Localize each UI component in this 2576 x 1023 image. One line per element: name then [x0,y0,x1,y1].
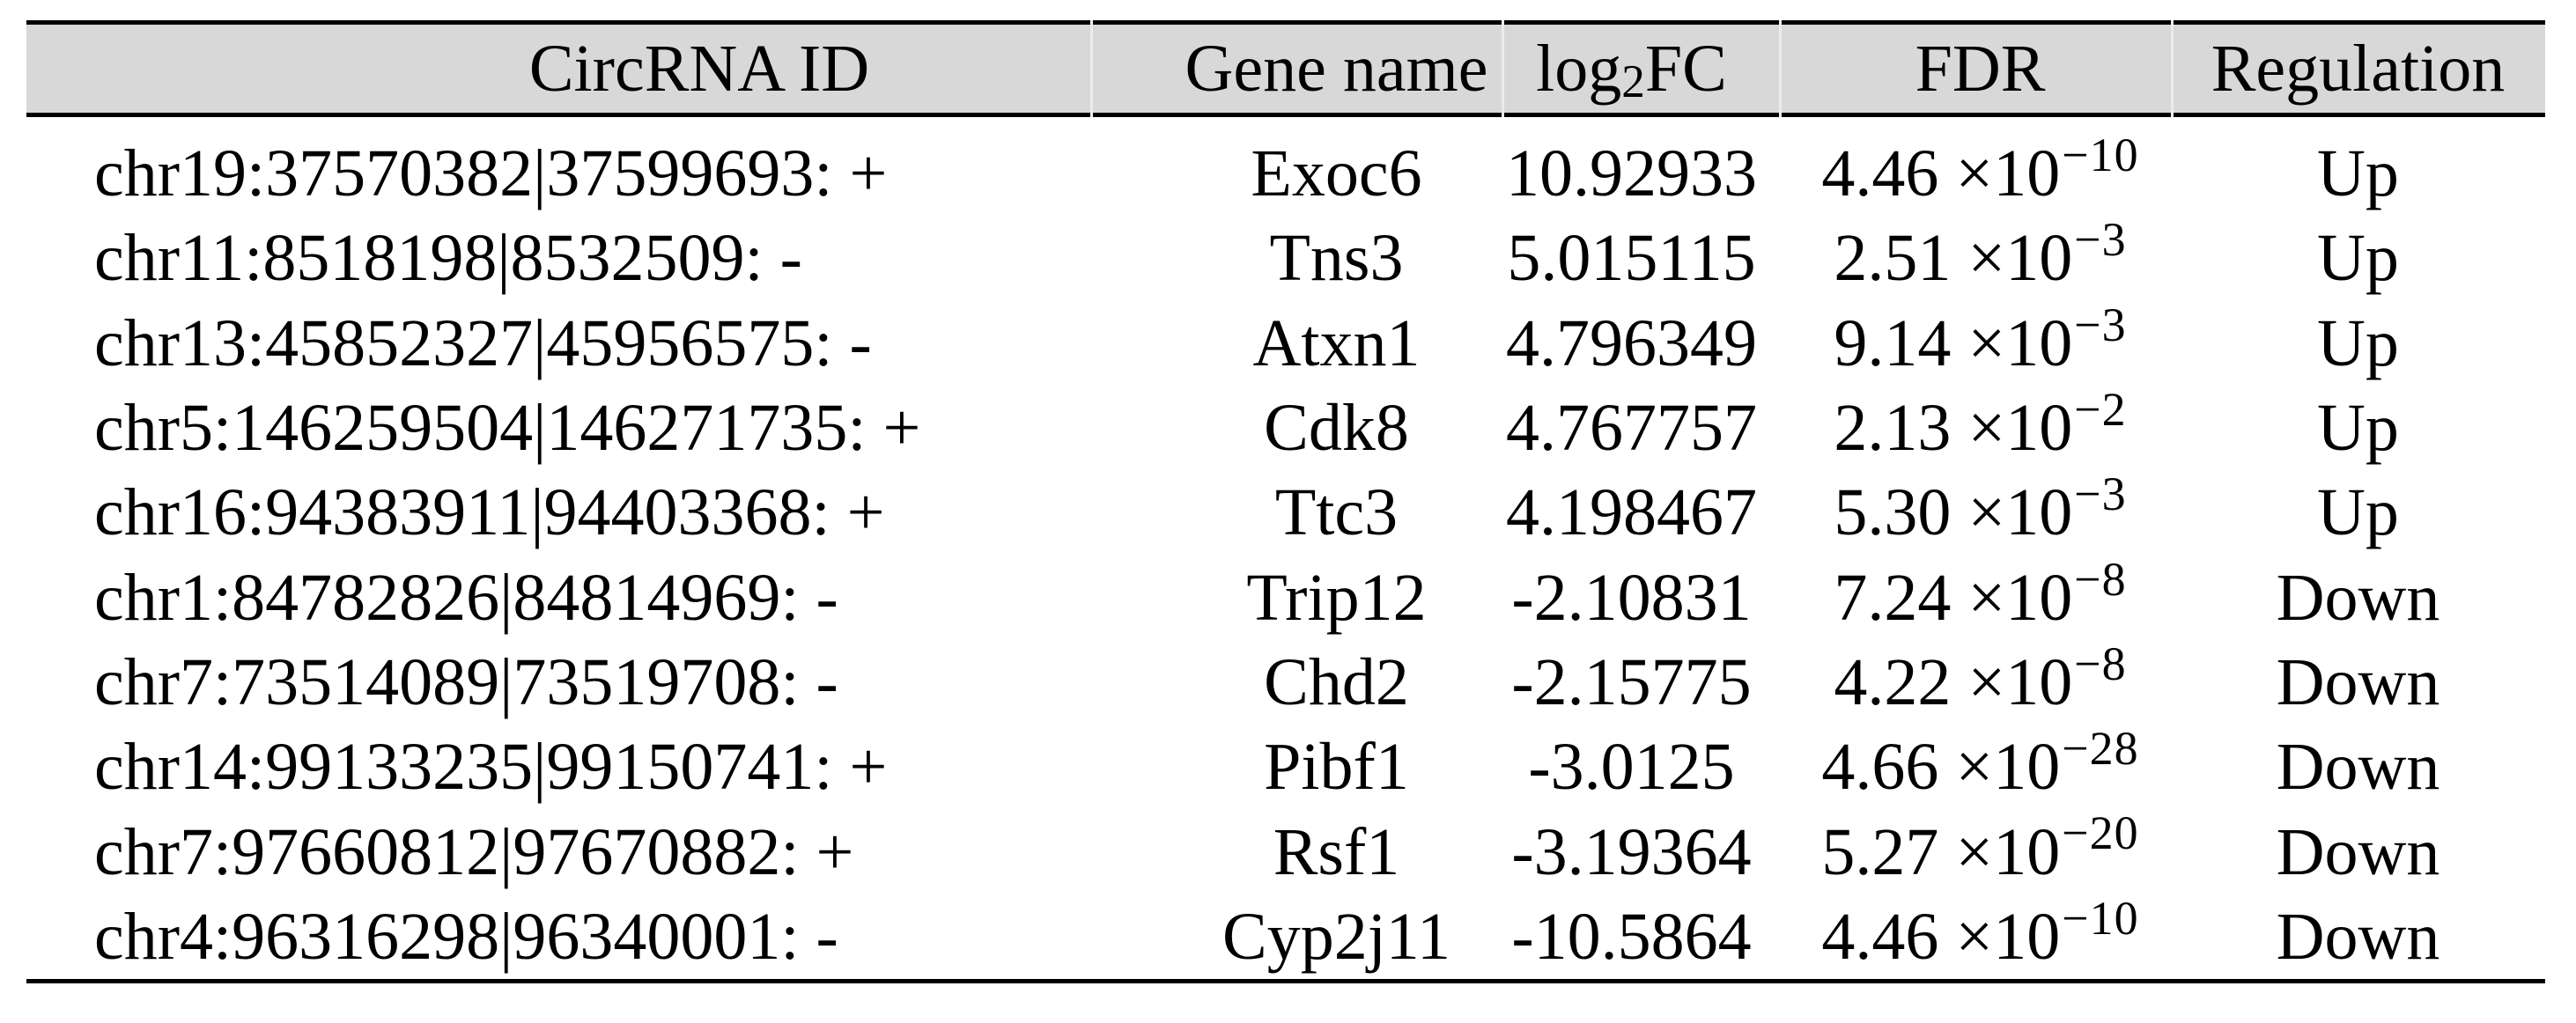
table-row: chr19:37570382|37599693: + Exoc6 10.9293… [26,131,2545,216]
cell-fdr: 2.51 ×10−3 [1779,216,2171,291]
table-top-border [26,20,2545,25]
cell-gene-name: Exoc6 [1251,136,1422,211]
fdr-mantissa: 9.14 ×10 [1834,305,2073,380]
cell-circrna-id: chr14:99133235|99150741: + [94,730,888,805]
cell-regulation: Up [2317,391,2399,466]
table-row: chr4:96316298|96340001: - Cyp2j11 -10.58… [26,894,2545,979]
fdr-exponent: −8 [2074,637,2127,690]
cell-fdr: 7.24 ×10−8 [1779,556,2171,631]
cell-fdr: 4.22 ×10−8 [1779,640,2171,716]
column-separator-line [2171,20,2174,117]
cell-circrna-id: chr7:73514089|73519708: - [94,644,838,719]
header-cell-fdr: FDR [1915,32,2046,106]
fdr-exponent: −3 [2074,213,2127,267]
log2fc-subscript: 2 [1621,55,1645,108]
cell-regulation: Down [2276,730,2440,805]
fdr-mantissa: 4.66 ×10 [1821,730,2061,805]
table-row: chr7:73514089|73519708: - Chd2 -2.15775 … [26,640,2545,725]
cell-circrna-id: chr16:94383911|94403368: + [94,475,885,550]
cell-gene-name: Cdk8 [1264,391,1409,466]
fdr-exponent: −20 [2062,806,2139,860]
fdr-mantissa: 5.30 ×10 [1834,475,2073,550]
fdr-mantissa: 2.51 ×10 [1834,221,2073,296]
cell-gene-name: Chd2 [1264,644,1409,719]
cell-regulation: Up [2317,305,2399,380]
header-cell-log2fc: log2FC [1502,35,1779,106]
cell-regulation: Down [2276,560,2440,635]
column-separator-line [1090,20,1093,117]
log2fc-prefix: log [1536,32,1622,106]
log2fc-suffix: FC [1644,32,1727,106]
cell-circrna-id: chr7:97660812|97670882: + [94,814,854,889]
cell-circrna-id: chr19:37570382|37599693: + [94,136,888,211]
cell-regulation: Up [2317,136,2399,211]
cell-log2fc: 5.015115 [1507,221,1756,296]
cell-log2fc: -3.0125 [1528,730,1735,805]
fdr-exponent: −3 [2074,467,2127,521]
table-row: chr14:99133235|99150741: + Pibf1 -3.0125… [26,725,2545,809]
cell-log2fc: 10.92933 [1506,136,1757,211]
table-header-row: CircRNA ID Gene name log2FC FDR Regulati… [26,25,2545,113]
table-row: chr11:8518198|8532509: - Tns3 5.015115 2… [26,216,2545,300]
cell-fdr: 5.30 ×10−3 [1779,470,2171,546]
table-row: chr1:84782826|84814969: - Trip12 -2.1083… [26,555,2545,639]
cell-circrna-id: chr11:8518198|8532509: - [94,221,802,296]
cell-fdr: 9.14 ×10−3 [1779,301,2171,377]
cell-log2fc: 4.767757 [1506,391,1757,466]
circrna-table: CircRNA ID Gene name log2FC FDR Regulati… [26,20,2545,983]
header-cell-regulation: Regulation [2211,32,2506,106]
cell-log2fc: -2.15775 [1511,644,1752,719]
fdr-mantissa: 5.27 ×10 [1821,814,2061,889]
cell-gene-name: Rsf1 [1273,814,1400,889]
cell-gene-name: Ttc3 [1274,475,1399,550]
column-separator-line [1779,20,1782,117]
fdr-mantissa: 4.46 ×10 [1821,899,2061,974]
fdr-exponent: −2 [2074,382,2127,436]
table-bottom-border [26,979,2545,983]
table-row: chr16:94383911|94403368: + Ttc3 4.198467… [26,470,2545,555]
cell-log2fc: -10.5864 [1511,899,1752,974]
cell-regulation: Up [2317,221,2399,296]
cell-log2fc: 4.198467 [1506,475,1757,550]
column-separator-line [1502,20,1504,117]
table-row: chr13:45852327|45956575: - Atxn1 4.79634… [26,301,2545,386]
table-row: chr7:97660812|97670882: + Rsf1 -3.19364 … [26,809,2545,894]
cell-fdr: 4.46 ×10−10 [1779,894,2171,970]
cell-circrna-id: chr4:96316298|96340001: - [94,899,838,974]
header-cell-gene-name: Gene name [1185,32,1488,106]
cell-regulation: Up [2317,475,2399,550]
cell-fdr: 2.13 ×10−2 [1779,386,2171,461]
cell-circrna-id: chr1:84782826|84814969: - [94,560,838,635]
fdr-mantissa: 4.22 ×10 [1834,644,2073,719]
cell-gene-name: Atxn1 [1252,305,1421,380]
fdr-mantissa: 4.46 ×10 [1821,136,2061,211]
cell-fdr: 4.66 ×10−28 [1779,725,2171,800]
cell-regulation: Down [2276,644,2440,719]
fdr-mantissa: 7.24 ×10 [1834,560,2073,635]
cell-regulation: Down [2276,814,2440,889]
cell-gene-name: Tns3 [1269,221,1404,296]
cell-gene-name: Pibf1 [1264,730,1409,805]
header-bottom-border [26,113,2545,117]
cell-regulation: Down [2276,899,2440,974]
cell-log2fc: -3.19364 [1511,814,1752,889]
cell-fdr: 4.46 ×10−10 [1779,131,2171,207]
fdr-exponent: −8 [2074,552,2127,606]
cell-gene-name: Cyp2j11 [1222,899,1450,974]
cell-log2fc: 4.796349 [1506,305,1757,380]
cell-circrna-id: chr5:146259504|146271735: + [94,391,921,466]
cell-circrna-id: chr13:45852327|45956575: - [94,305,872,380]
fdr-exponent: −10 [2062,129,2139,182]
table-row: chr5:146259504|146271735: + Cdk8 4.76775… [26,386,2545,470]
cell-log2fc: -2.10831 [1511,560,1752,635]
cell-gene-name: Trip12 [1246,560,1427,635]
fdr-exponent: −3 [2074,298,2127,351]
header-cell-circrna-id: CircRNA ID [528,32,870,106]
fdr-exponent: −28 [2062,722,2139,776]
cell-fdr: 5.27 ×10−20 [1779,809,2171,885]
table-body: chr19:37570382|37599693: + Exoc6 10.9293… [26,117,2545,979]
fdr-mantissa: 2.13 ×10 [1834,391,2073,466]
fdr-exponent: −10 [2062,891,2139,945]
